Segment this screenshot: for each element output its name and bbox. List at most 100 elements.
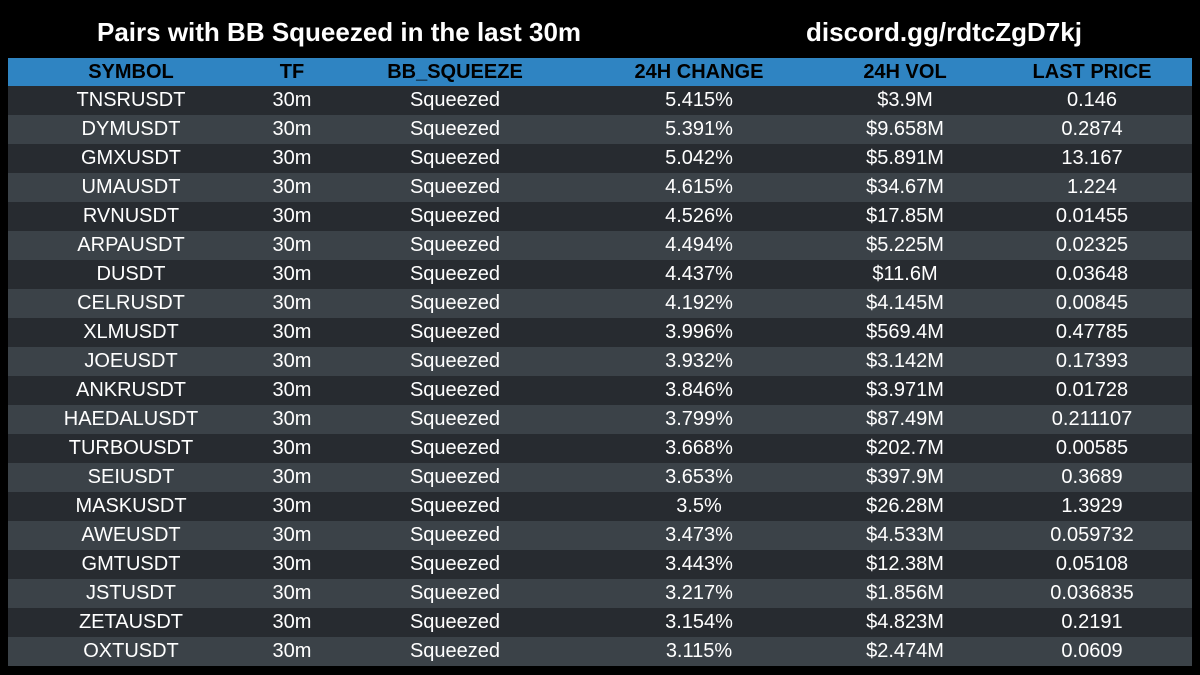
last-price-cell: 0.0609 <box>1061 640 1123 662</box>
discord-link[interactable]: discord.gg/rdtcZgD7kj <box>806 17 1082 47</box>
last-price-cell: 0.47785 <box>1055 321 1129 343</box>
bb-squeeze-cell: Squeezed <box>409 350 501 372</box>
tf-cell: 30m <box>272 466 312 488</box>
volume-cell: $202.7M <box>866 437 944 459</box>
squeeze-table: SYMBOL TF BB_SQUEEZE 24H CHANGE 24H VOL … <box>8 58 1192 666</box>
table-row: JOEUSDT 30m Squeezed 3.932% $3.142M 0.17393 <box>8 347 1192 376</box>
last-price-cell: 0.036835 <box>1050 582 1134 604</box>
symbol-cell: RVNUSDT <box>82 205 180 227</box>
table-row: UMAUSDT 30m Squeezed 4.615% $34.67M 1.224 <box>8 173 1192 202</box>
change-cell: 3.443% <box>665 553 733 575</box>
last-price-cell: 1.3929 <box>1061 495 1123 517</box>
last-price-cell: 0.02325 <box>1055 234 1129 256</box>
table-row: TURBOUSDT 30m Squeezed 3.668% $202.7M 0.00585 <box>8 434 1192 463</box>
volume-cell: $87.49M <box>866 408 944 430</box>
symbol-cell: JSTUSDT <box>86 582 176 604</box>
table-row: HAEDALUSDT 30m Squeezed 3.799% $87.49M 0.2111… <box>8 405 1192 434</box>
change-cell: 4.192% <box>665 292 733 314</box>
bb-squeeze-cell: Squeezed <box>409 640 501 662</box>
bb-squeeze-cell: Squeezed <box>409 524 501 546</box>
last-price-cell: 0.146 <box>1066 89 1118 111</box>
symbol-cell: GMXUSDT <box>81 147 181 169</box>
tf-cell: 30m <box>272 321 312 343</box>
last-price-cell: 0.00585 <box>1055 437 1129 459</box>
tf-cell: 30m <box>272 582 312 604</box>
column-header-bb-squeeze[interactable]: BB_SQUEEZE <box>387 61 523 83</box>
table-row: JSTUSDT 30m Squeezed 3.217% $1.856M 0.036835 <box>8 579 1192 608</box>
column-header-24h-change[interactable]: 24H CHANGE <box>634 61 764 83</box>
last-price-cell: 0.2191 <box>1061 611 1123 633</box>
tf-cell: 30m <box>272 495 312 517</box>
change-cell: 4.615% <box>665 176 733 198</box>
volume-cell: $3.971M <box>866 379 944 401</box>
last-price-cell: 0.03648 <box>1055 263 1129 285</box>
volume-cell: $3.142M <box>866 350 944 372</box>
table-row: RVNUSDT 30m Squeezed 4.526% $17.85M 0.01455 <box>8 202 1192 231</box>
bb-squeeze-cell: Squeezed <box>409 321 501 343</box>
bb-squeeze-cell: Squeezed <box>409 147 501 169</box>
change-cell: 4.494% <box>665 234 733 256</box>
last-price-cell: 0.17393 <box>1055 350 1129 372</box>
table-row: ZETAUSDT 30m Squeezed 3.154% $4.823M 0.2191 <box>8 608 1192 637</box>
column-header-symbol[interactable]: SYMBOL <box>88 61 174 83</box>
volume-cell: $4.533M <box>866 524 944 546</box>
change-cell: 4.526% <box>665 205 733 227</box>
symbol-cell: SEIUSDT <box>87 466 175 488</box>
volume-cell: $34.67M <box>866 176 944 198</box>
last-price-cell: 0.211107 <box>1051 408 1133 430</box>
bb-squeeze-cell: Squeezed <box>409 437 501 459</box>
symbol-cell: ARPAUSDT <box>77 234 185 256</box>
page-title: Pairs with BB Squeezed in the last 30m <box>97 17 582 47</box>
column-header-24h-vol[interactable]: 24H VOL <box>863 61 947 83</box>
volume-cell: $4.145M <box>866 292 944 314</box>
change-cell: 5.391% <box>665 118 733 140</box>
change-cell: 3.932% <box>665 350 733 372</box>
table-row: TNSRUSDT 30m Squeezed 5.415% $3.9M 0.146 <box>8 86 1192 115</box>
column-header-last-price[interactable]: LAST PRICE <box>1032 61 1152 83</box>
volume-cell: $5.225M <box>866 234 944 256</box>
tf-cell: 30m <box>272 524 312 546</box>
table-row: SEIUSDT 30m Squeezed 3.653% $397.9M 0.3689 <box>8 463 1192 492</box>
volume-cell: $17.85M <box>866 205 944 227</box>
last-price-cell: 1.224 <box>1066 176 1118 198</box>
table-row: GMTUSDT 30m Squeezed 3.443% $12.38M 0.05108 <box>8 550 1192 579</box>
volume-cell: $9.658M <box>866 118 944 140</box>
column-header-tf[interactable]: TF <box>279 61 305 83</box>
change-cell: 5.042% <box>665 147 733 169</box>
tf-cell: 30m <box>272 205 312 227</box>
symbol-cell: CELRUSDT <box>77 292 185 314</box>
table-row: ANKRUSDT 30m Squeezed 3.846% $3.971M 0.01728 <box>8 376 1192 405</box>
change-cell: 3.154% <box>665 611 733 633</box>
table-row: OXTUSDT 30m Squeezed 3.115% $2.474M 0.0609 <box>8 637 1192 666</box>
last-price-cell: 0.059732 <box>1050 524 1134 546</box>
bb-squeeze-cell: Squeezed <box>409 582 501 604</box>
table-row: DYMUSDT 30m Squeezed 5.391% $9.658M 0.2874 <box>8 115 1192 144</box>
table-row: DUSDT 30m Squeezed 4.437% $11.6M 0.03648 <box>8 260 1192 289</box>
bb-squeeze-cell: Squeezed <box>409 495 501 517</box>
bb-squeeze-cell: Squeezed <box>409 408 501 430</box>
last-price-cell: 0.00845 <box>1055 292 1129 314</box>
tf-cell: 30m <box>272 437 312 459</box>
bb-squeeze-cell: Squeezed <box>409 263 501 285</box>
bb-squeeze-cell: Squeezed <box>409 89 501 111</box>
tf-cell: 30m <box>272 147 312 169</box>
volume-cell: $2.474M <box>866 640 944 662</box>
symbol-cell: ANKRUSDT <box>75 379 186 401</box>
symbol-cell: AWEUSDT <box>81 524 181 546</box>
symbol-cell: ZETAUSDT <box>78 611 184 633</box>
tf-cell: 30m <box>272 553 312 575</box>
last-price-cell: 0.2874 <box>1061 118 1123 140</box>
symbol-cell: UMAUSDT <box>81 176 181 198</box>
volume-cell: $5.891M <box>866 147 944 169</box>
header: Pairs with BB Squeezed in the last 30m d… <box>0 0 1200 58</box>
symbol-cell: XLMUSDT <box>83 321 179 343</box>
volume-cell: $1.856M <box>866 582 944 604</box>
volume-cell: $12.38M <box>866 553 944 575</box>
change-cell: 4.437% <box>665 263 733 285</box>
symbol-cell: DYMUSDT <box>81 118 181 140</box>
bb-squeeze-cell: Squeezed <box>409 205 501 227</box>
symbol-cell: HAEDALUSDT <box>63 408 199 430</box>
volume-cell: $11.6M <box>872 263 938 285</box>
tf-cell: 30m <box>272 176 312 198</box>
change-cell: 3.996% <box>665 321 733 343</box>
